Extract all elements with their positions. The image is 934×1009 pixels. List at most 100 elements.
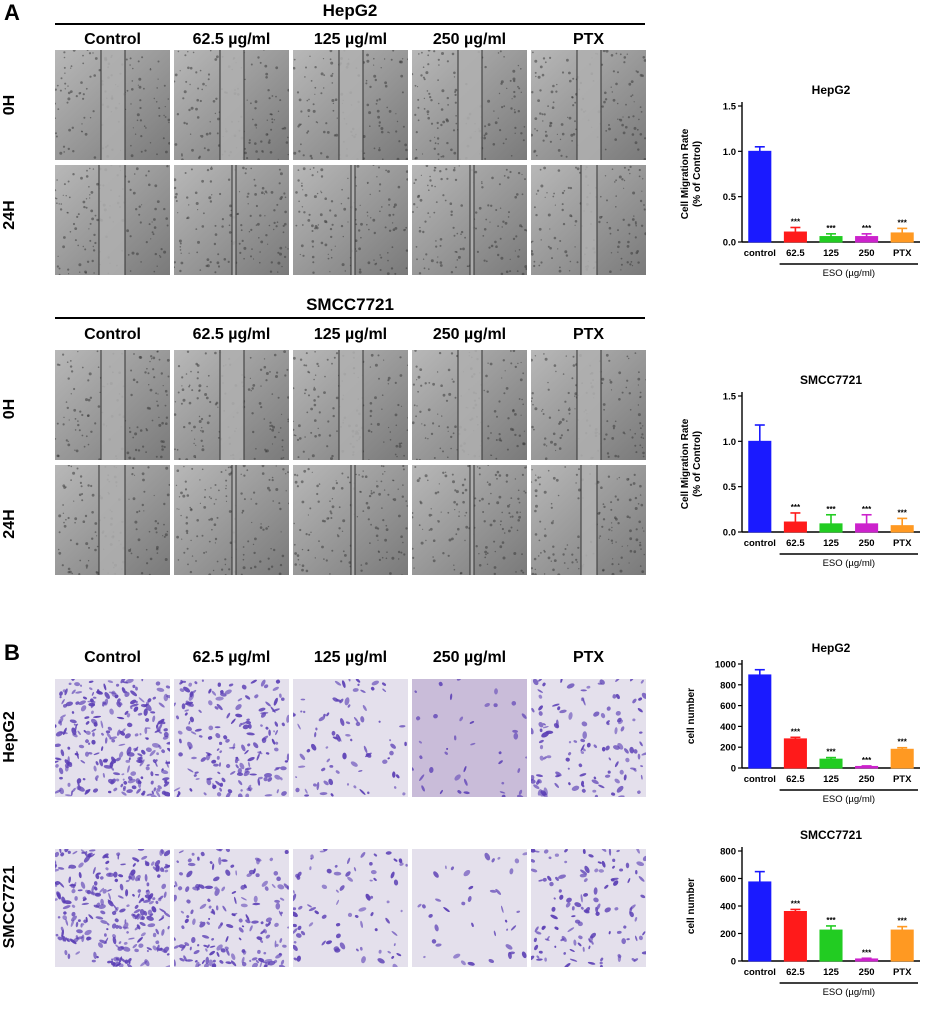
transwell-image-tile bbox=[174, 849, 289, 967]
wound-image-tile bbox=[412, 465, 527, 575]
panel-label-a: A bbox=[4, 0, 20, 25]
y-tick-label: 600 bbox=[720, 701, 736, 712]
y-tick-label: 0.5 bbox=[723, 192, 737, 203]
x-tick-label: control bbox=[744, 538, 776, 549]
x-tick-label: 250 bbox=[859, 538, 875, 549]
bar bbox=[783, 738, 807, 769]
bar bbox=[819, 758, 843, 769]
wound-image-tile bbox=[531, 165, 646, 275]
significance-label: *** bbox=[826, 224, 836, 233]
significance-label: *** bbox=[791, 727, 801, 736]
col-label-ptx: PTX bbox=[572, 31, 605, 48]
y-tick-label: 1.5 bbox=[723, 102, 737, 113]
group-label: ESO (µg/ml) bbox=[823, 794, 875, 805]
y-tick-label: 0 bbox=[731, 764, 736, 775]
chart-title: SMCC7721 bbox=[800, 828, 862, 842]
significance-label: *** bbox=[862, 224, 872, 233]
col-label-250: 250 µg/ml bbox=[432, 31, 507, 48]
transwell-image-tile bbox=[174, 679, 289, 797]
wound-image-tile bbox=[531, 350, 646, 460]
y-tick-label: 1.0 bbox=[723, 147, 736, 158]
y-tick-label: 600 bbox=[720, 874, 736, 885]
col-label-250: 250 µg/ml bbox=[432, 326, 507, 343]
bar bbox=[748, 881, 772, 962]
x-tick-label: PTX bbox=[893, 538, 912, 549]
transwell-image-tile bbox=[531, 849, 646, 967]
chart-migration-smcc7721: SMCC7721 Cell Migration Rate (% of Control… bbox=[680, 373, 920, 569]
transwell-image-tile bbox=[412, 849, 527, 967]
col-label-62-5: 62.5 µg/ml bbox=[192, 649, 271, 666]
x-tick-label: 62.5 bbox=[786, 538, 805, 549]
significance-label: *** bbox=[826, 916, 836, 925]
y-axis-label: Cell Migration Rate bbox=[680, 418, 691, 509]
col-label-62-5: 62.5 µg/ml bbox=[192, 31, 271, 48]
wound-image-tile bbox=[531, 50, 646, 160]
chart-invasion-hepg2: HepG2 cell number 0 200 400 600 800 1000 control… bbox=[686, 641, 920, 805]
y-tick-label: 0.5 bbox=[723, 482, 737, 493]
bar bbox=[748, 674, 772, 769]
bar bbox=[890, 525, 914, 533]
wound-image-tile bbox=[174, 465, 289, 575]
group-label: ESO (µg/ml) bbox=[823, 268, 875, 279]
col-label-125: 125 µg/ml bbox=[313, 326, 388, 343]
chart-title: SMCC7721 bbox=[800, 373, 862, 387]
significance-label: *** bbox=[791, 217, 801, 226]
x-tick-label: 125 bbox=[823, 774, 840, 785]
block-underline-smcc7721 bbox=[55, 317, 645, 319]
y-axis-label: (% of Control) bbox=[692, 431, 703, 497]
group-label: ESO (µg/ml) bbox=[823, 558, 875, 569]
bar bbox=[783, 231, 807, 243]
significance-label: *** bbox=[862, 505, 872, 514]
col-label-control: Control bbox=[84, 649, 141, 666]
chart-migration-hepg2: HepG2 Cell Migration Rate (% of Control) 0.… bbox=[680, 83, 920, 279]
panel-label-b: B bbox=[4, 640, 20, 665]
x-tick-label: PTX bbox=[893, 967, 912, 978]
col-label-125: 125 µg/ml bbox=[313, 31, 388, 48]
y-tick-label: 1.5 bbox=[723, 392, 737, 403]
transwell-image-tile bbox=[293, 849, 408, 967]
bar bbox=[819, 929, 843, 962]
wound-image-tile bbox=[293, 165, 408, 275]
transwell-image-tile bbox=[55, 849, 170, 967]
chart-invasion-smcc7721: SMCC7721 cell number 0 200 400 600 800 control *… bbox=[686, 828, 920, 998]
y-tick-label: 1000 bbox=[715, 660, 736, 671]
wound-image-tile bbox=[293, 50, 408, 160]
significance-label: *** bbox=[862, 756, 872, 765]
row-label-smcc7721: SMCC7721 bbox=[1, 865, 18, 949]
transwell-image-tile bbox=[412, 679, 527, 797]
significance-label: *** bbox=[862, 948, 872, 957]
group-label: ESO (µg/ml) bbox=[823, 987, 875, 998]
row-label-hepg2: HepG2 bbox=[1, 711, 18, 763]
bar bbox=[819, 236, 843, 243]
y-tick-label: 400 bbox=[720, 722, 736, 733]
block-title-smcc7721: SMCC7721 bbox=[306, 295, 394, 314]
y-axis-label: cell number bbox=[686, 878, 697, 934]
significance-label: *** bbox=[826, 748, 836, 757]
bar bbox=[855, 523, 879, 533]
block-title-hepg2: HepG2 bbox=[322, 1, 378, 20]
x-tick-label: 125 bbox=[823, 967, 840, 978]
bar bbox=[855, 236, 879, 243]
wound-image-tile bbox=[412, 350, 527, 460]
x-tick-label: 62.5 bbox=[786, 248, 805, 259]
wound-image-tile bbox=[531, 465, 646, 575]
bar bbox=[890, 748, 914, 769]
bar bbox=[783, 911, 807, 962]
y-tick-label: 0.0 bbox=[723, 238, 736, 249]
bar bbox=[748, 150, 772, 243]
significance-label: *** bbox=[826, 505, 836, 514]
x-tick-label: 250 bbox=[859, 248, 875, 259]
x-tick-label: 250 bbox=[859, 774, 875, 785]
wound-image-tile bbox=[293, 465, 408, 575]
bar bbox=[783, 521, 807, 533]
y-axis-label: Cell Migration Rate bbox=[680, 128, 691, 219]
col-label-ptx: PTX bbox=[572, 326, 605, 343]
transwell-image-tile bbox=[293, 679, 408, 797]
x-tick-label: control bbox=[744, 248, 776, 259]
wound-image-tile bbox=[174, 50, 289, 160]
transwell-image-tile bbox=[531, 679, 646, 797]
wound-image-tile bbox=[412, 50, 527, 160]
col-label-62-5: 62.5 µg/ml bbox=[192, 326, 271, 343]
wound-image-tile bbox=[293, 350, 408, 460]
significance-label: *** bbox=[898, 738, 908, 747]
